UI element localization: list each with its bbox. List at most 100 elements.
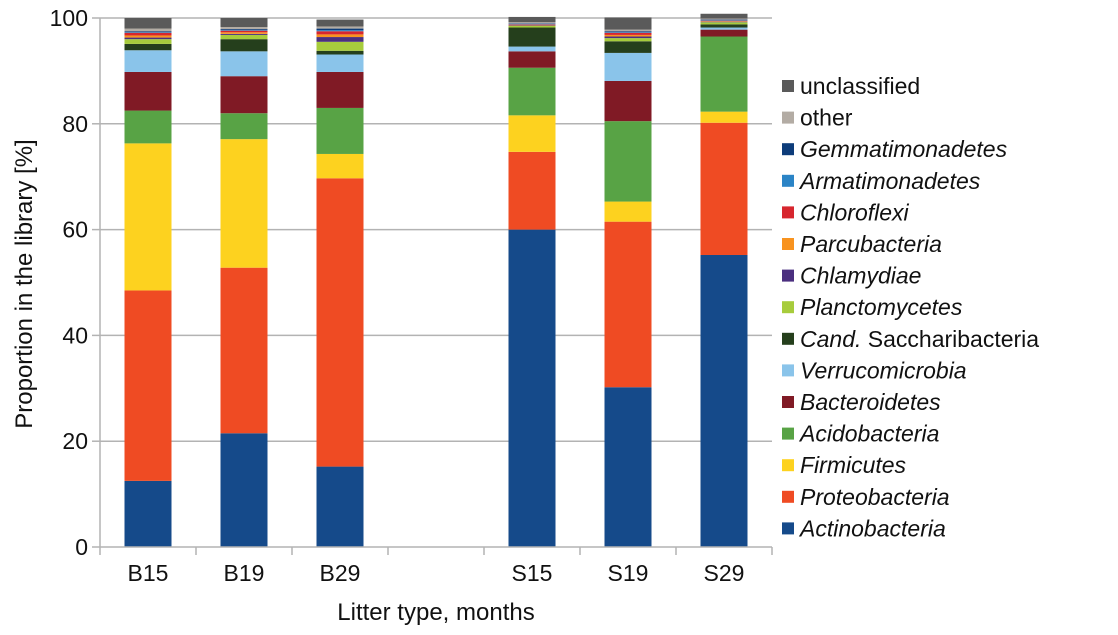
legend-swatch <box>782 332 794 345</box>
bar-segment <box>508 51 556 68</box>
legend-swatch <box>782 174 794 187</box>
legend-item: Chlamydiae <box>782 263 921 289</box>
bar-segment <box>604 80 652 122</box>
bar-segment <box>316 153 364 179</box>
bar-segment <box>604 201 652 222</box>
y-tick-label: 60 <box>62 217 88 243</box>
legend-label: Proteobacteria <box>800 484 950 510</box>
y-tick-label: 20 <box>62 428 88 454</box>
legend-label: Verrucomicrobia <box>800 357 967 383</box>
axes <box>92 17 773 555</box>
bar-segment <box>604 41 652 53</box>
bar-segment <box>508 151 556 230</box>
legend-item: Proteobacteria <box>782 484 950 510</box>
bar-segment <box>316 71 364 108</box>
legend-item: Cand. Saccharibacteria <box>782 326 1039 352</box>
bar-segment <box>700 24 748 28</box>
bar-segment <box>316 54 364 72</box>
bar-segment <box>508 22 556 24</box>
bar-segment <box>220 33 268 35</box>
bar-segment <box>124 71 172 111</box>
bar-segment <box>508 24 556 25</box>
bar-segment <box>220 51 268 77</box>
legend-item: Verrucomicrobia <box>782 357 967 383</box>
legend-swatch <box>782 364 794 377</box>
x-tick-label: B15 <box>128 560 169 586</box>
legend-swatch <box>782 396 794 408</box>
bar-segment <box>700 21 748 23</box>
legend-label: Bacteroidetes <box>800 389 941 415</box>
bar-segment <box>316 50 364 55</box>
bar-segment <box>604 387 652 547</box>
bar-segment <box>316 41 364 51</box>
bar-segment <box>124 143 172 291</box>
bar-segment <box>508 23 556 25</box>
bar-segment <box>124 28 172 32</box>
bar-segment <box>316 34 364 38</box>
bar-segment <box>508 115 556 152</box>
bar-segment <box>220 113 268 140</box>
bar-segment <box>124 39 172 44</box>
legend-swatch <box>782 459 794 472</box>
bar-segment <box>316 31 364 35</box>
bar-segment <box>508 46 556 52</box>
tick-labels: 0 20 40 60 80 100 B15 B19 B29 S15 S19 S29 <box>50 5 745 586</box>
legend-swatch <box>782 269 794 282</box>
legend-item: Parcubacteria <box>782 231 942 257</box>
y-tick-label: 40 <box>62 322 88 348</box>
bar-segment <box>316 107 364 154</box>
gridlines <box>100 17 772 442</box>
bar-segment <box>316 26 364 29</box>
legend-item: Gemmatimonadetes <box>782 136 1008 162</box>
legend-swatch <box>782 206 794 219</box>
bar-segment <box>316 466 364 547</box>
legend-label-rest: Saccharibacteria <box>861 326 1039 352</box>
legend-label: Actinobacteria <box>798 515 946 541</box>
legend-label: Armatimonadetes <box>798 168 981 194</box>
bar-segment <box>604 34 652 37</box>
bar-segment <box>124 110 172 144</box>
x-tick-label: B19 <box>224 560 265 586</box>
bar-segment <box>508 24 556 26</box>
legend-item: Planctomycetes <box>782 294 963 320</box>
bar-segment <box>316 28 364 31</box>
bar-segment <box>316 178 364 467</box>
bar-segment <box>124 35 172 38</box>
bar-segment <box>700 36 748 112</box>
legend-label-italic-part: Cand. <box>800 326 861 352</box>
bar-segment <box>700 254 748 547</box>
bar-segment <box>700 29 748 37</box>
x-tick-label: S29 <box>704 560 745 586</box>
legend-item: Bacteroidetes <box>782 389 941 415</box>
bar-segment <box>604 31 652 33</box>
bar-segment <box>604 221 652 388</box>
legend-item: unclassified <box>782 73 920 99</box>
bar-segment <box>220 39 268 52</box>
bar-segment <box>604 121 652 202</box>
bar-segment <box>220 18 268 27</box>
x-axis-title: Litter type, months <box>337 599 534 626</box>
bar-segment <box>220 32 268 34</box>
bar-segment <box>124 43 172 51</box>
legend-swatch <box>782 490 794 503</box>
bar-segment <box>220 139 268 268</box>
bar-segment <box>220 34 268 40</box>
legend-swatch <box>782 301 794 314</box>
bar-segment <box>220 30 268 33</box>
y-tick-label: 100 <box>50 5 88 31</box>
bar-segment <box>316 37 364 42</box>
legend-swatch <box>782 427 794 440</box>
bar-segment <box>604 38 652 42</box>
legend-item: Firmicutes <box>782 452 907 478</box>
legend-swatch <box>782 111 794 124</box>
x-tick-label: S19 <box>608 560 649 586</box>
bar-segment <box>508 27 556 47</box>
bar-segment <box>124 37 172 40</box>
y-tick-label: 0 <box>75 534 88 560</box>
bar-segment <box>220 30 268 31</box>
legend-label: Chloroflexi <box>800 199 910 225</box>
bar-segment <box>508 16 556 23</box>
legend-label: unclassified <box>800 73 920 99</box>
bar-segment <box>220 26 268 30</box>
